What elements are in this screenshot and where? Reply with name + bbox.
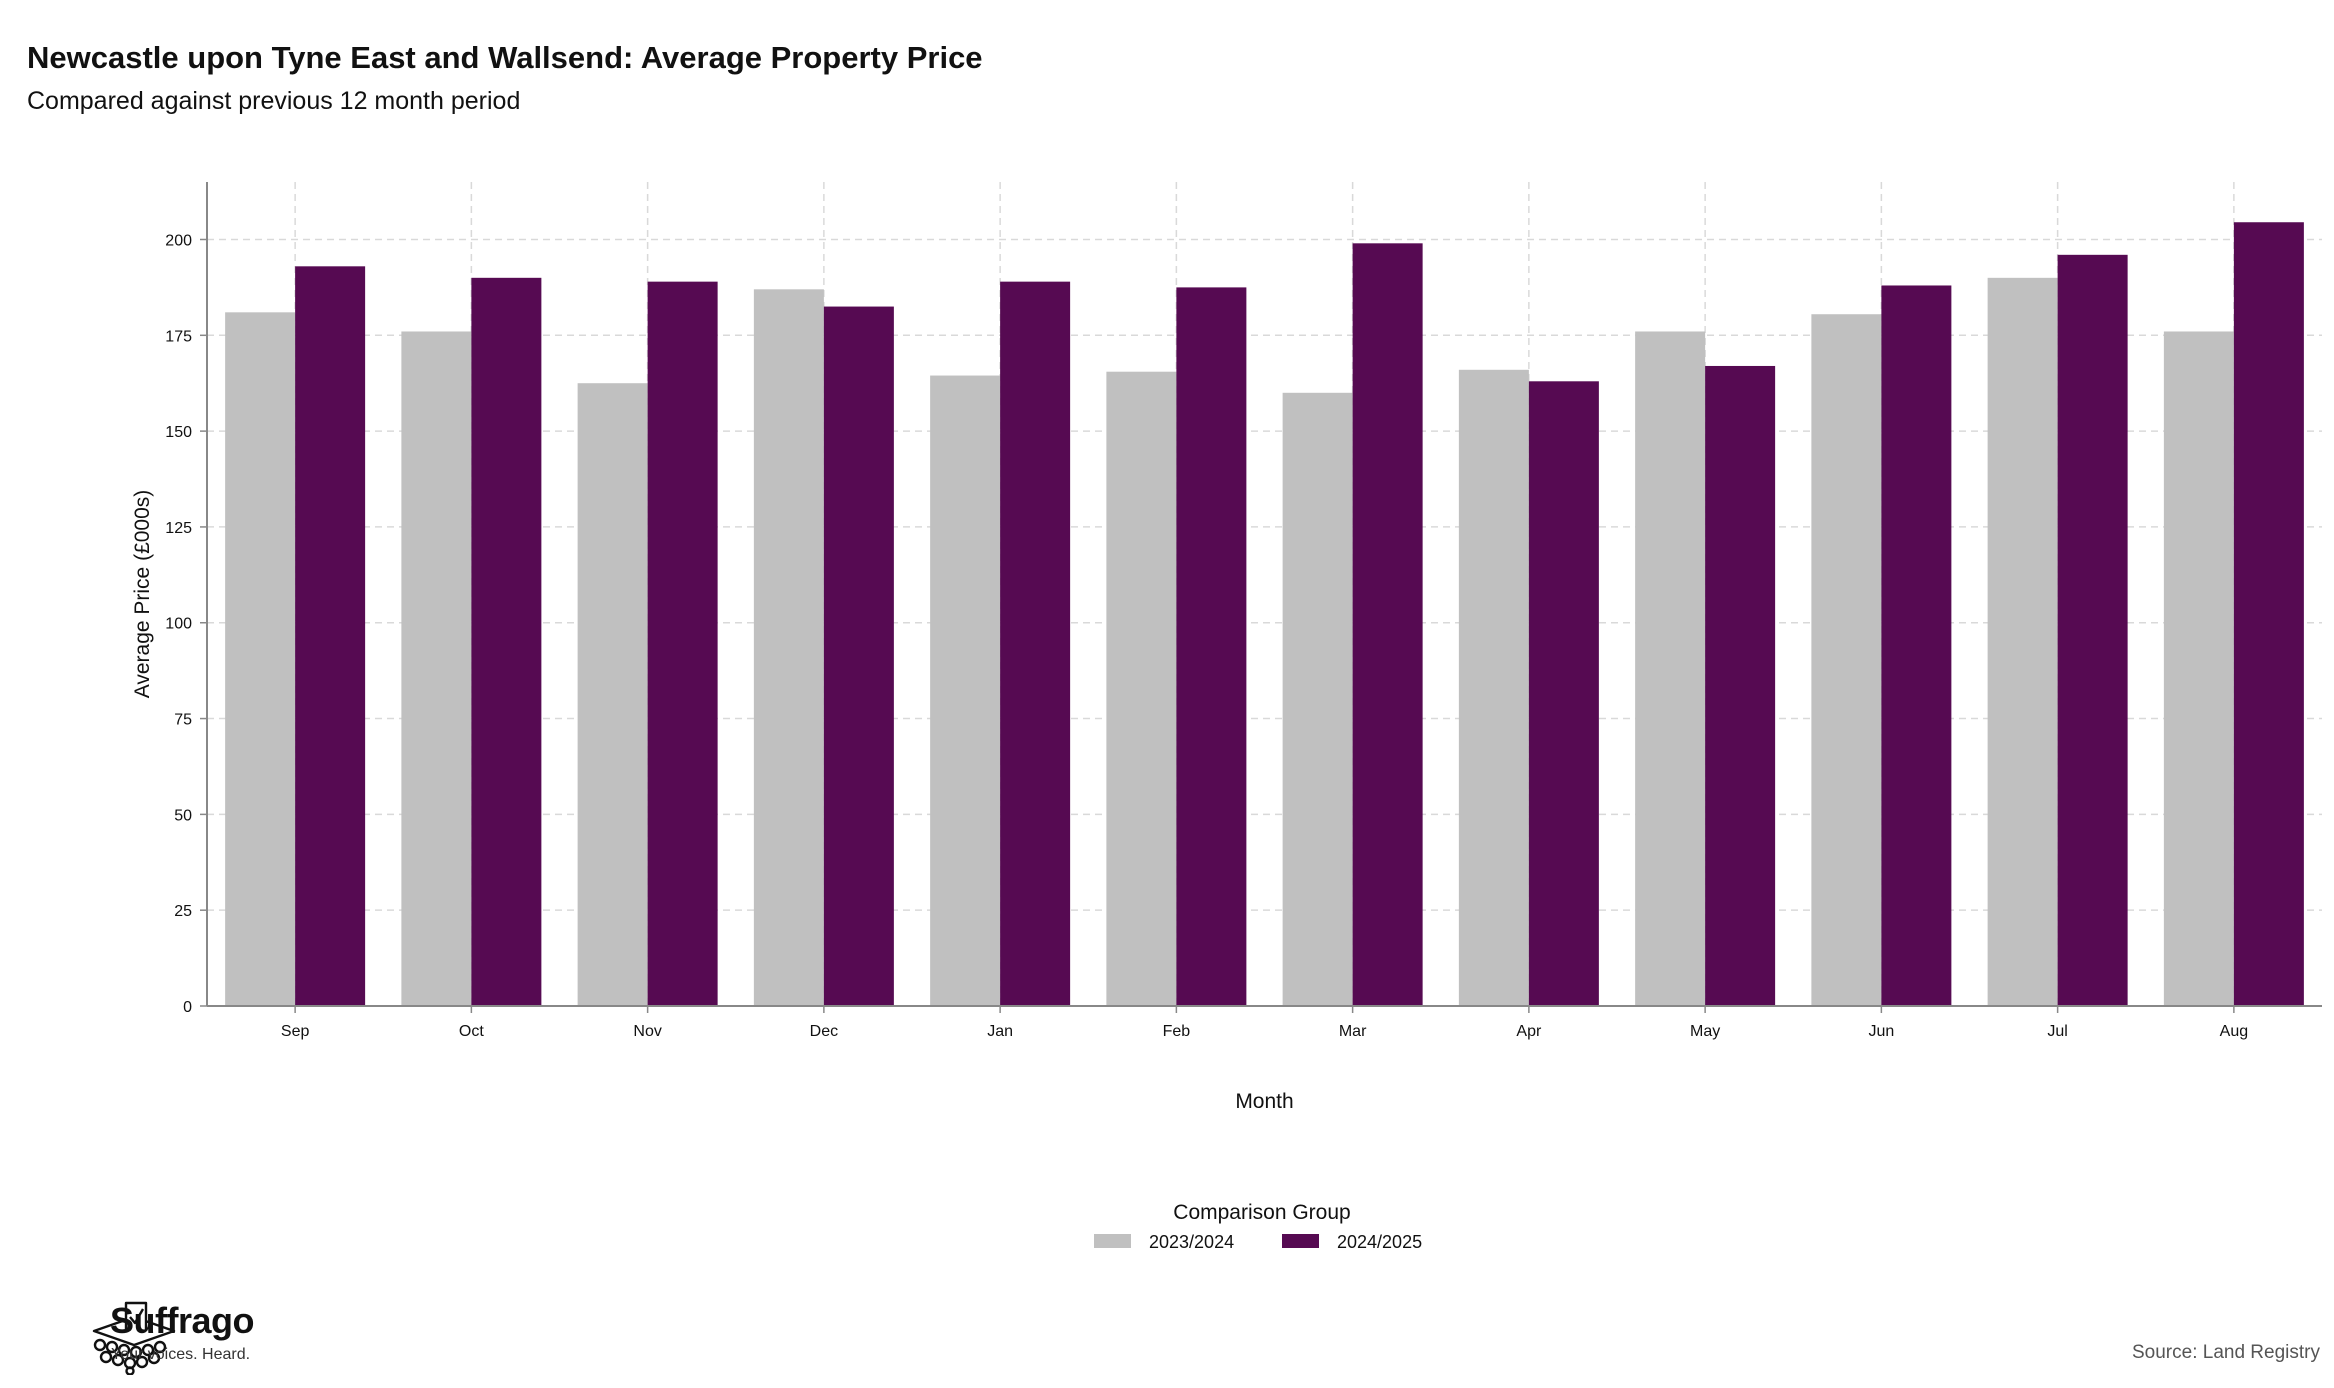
bars	[225, 222, 2304, 1007]
brand-name: Suffrago	[110, 1300, 255, 1341]
legend-title: Comparison Group	[1173, 1201, 1350, 1224]
legend: Comparison Group 2023/2024 2024/2025	[1094, 1201, 1422, 1252]
bar-2024-2025-dec	[823, 306, 894, 1007]
bar-2024-2025-nov	[647, 281, 718, 1007]
y-tick-label: 150	[165, 424, 192, 441]
y-tick-label: 175	[165, 328, 192, 345]
bar-2024-2025-jan	[1000, 281, 1071, 1007]
bar-2024-2025-oct	[471, 277, 542, 1006]
source-note: Source: Land Registry	[2132, 1342, 2320, 1363]
bar-2024-2025-jun	[1881, 285, 1952, 1006]
y-tick-label: 50	[174, 807, 192, 824]
bar-2024-2025-sep	[295, 266, 366, 1006]
brand-tagline: Your voices. Heard.	[111, 1346, 251, 1363]
x-tick-label: Jul	[2047, 1023, 2067, 1040]
y-tick-label: 75	[174, 712, 192, 729]
legend-label-2023-2024: 2023/2024	[1149, 1232, 1234, 1252]
bar-2023-2024-mar	[1282, 392, 1353, 1006]
y-tick-label: 200	[165, 232, 192, 249]
y-tick-label: 25	[174, 903, 192, 920]
bar-2023-2024-sep	[225, 312, 296, 1006]
y-tick-label: 0	[183, 999, 192, 1016]
legend-label-2024-2025: 2024/2025	[1337, 1232, 1422, 1252]
x-axis-title: Month	[1235, 1090, 1293, 1113]
bar-2023-2024-jul	[1987, 277, 2058, 1006]
bar-2023-2024-jun	[1811, 314, 1882, 1006]
x-tick-label: Jun	[1868, 1023, 1894, 1040]
x-tick-label: Dec	[810, 1023, 838, 1040]
bar-2024-2025-mar	[1352, 243, 1423, 1006]
chart-title: Newcastle upon Tyne East and Wallsend: A…	[27, 40, 983, 75]
chart-subtitle: Compared against previous 12 month perio…	[27, 87, 521, 115]
bar-2023-2024-nov	[577, 383, 648, 1006]
x-tick-label: Apr	[1516, 1023, 1542, 1040]
ballot-box-crowd-icon	[92, 1301, 176, 1375]
x-tick-label: Sep	[281, 1023, 310, 1040]
x-tick-label: Jan	[987, 1023, 1013, 1040]
bar-2023-2024-may	[1635, 331, 1706, 1007]
bar-2024-2025-jul	[2057, 254, 2128, 1006]
y-tick-label: 125	[165, 520, 192, 537]
bar-2023-2024-aug	[2163, 331, 2234, 1007]
bar-2024-2025-aug	[2233, 222, 2304, 1006]
bar-2023-2024-apr	[1458, 369, 1529, 1006]
x-tick-label: Mar	[1339, 1023, 1367, 1040]
bar-2024-2025-apr	[1528, 381, 1599, 1006]
bar-2023-2024-oct	[401, 331, 472, 1007]
x-tick-label: Nov	[633, 1023, 661, 1040]
legend-swatch-2024-2025	[1282, 1234, 1319, 1248]
bar-2024-2025-may	[1705, 365, 1776, 1007]
y-axis-title: Average Price (£000s)	[131, 490, 154, 699]
bar-2023-2024-jan	[930, 375, 1001, 1006]
axes: 0 25 50 75 100 125 150 175 200 Sep Oct Nov Dec Jan Feb…	[165, 182, 2322, 1040]
y-tick-label: 100	[165, 616, 192, 633]
x-tick-label: Oct	[459, 1023, 484, 1040]
legend-swatch-2023-2024	[1094, 1234, 1131, 1248]
bar-2024-2025-feb	[1176, 287, 1247, 1006]
bar-2023-2024-dec	[753, 289, 824, 1006]
bar-2023-2024-feb	[1106, 371, 1177, 1006]
x-tick-label: Aug	[2220, 1023, 2248, 1040]
x-tick-label: May	[1690, 1023, 1720, 1040]
x-tick-label: Feb	[1163, 1023, 1191, 1040]
